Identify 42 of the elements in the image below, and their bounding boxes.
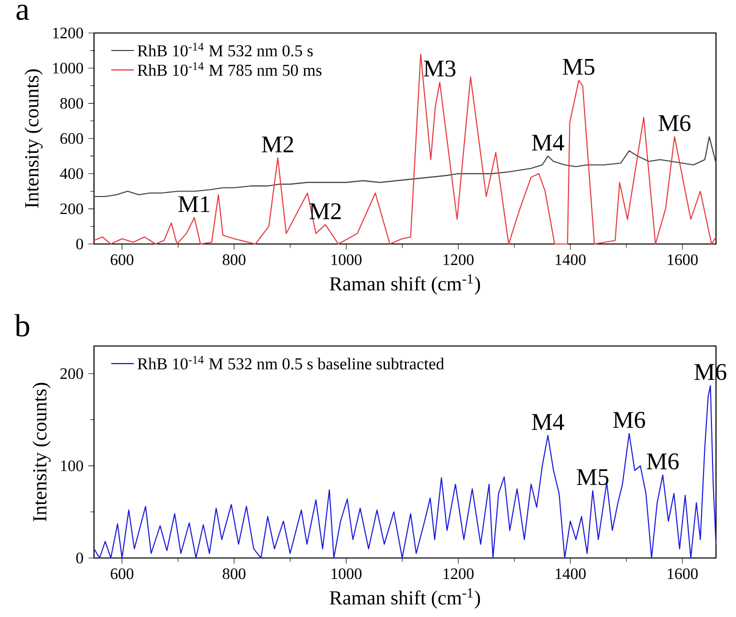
annotation: M4 <box>532 414 564 430</box>
annotation: M6 <box>658 115 690 132</box>
chart-title: b <box>14 314 30 337</box>
y-tick-label: 800 <box>60 98 84 109</box>
annotation: M4 <box>532 134 564 150</box>
y-tick-label: 100 <box>61 460 84 472</box>
x-tick-label: 1400 <box>556 254 586 266</box>
annotation: M3 <box>424 60 456 77</box>
x-tick-label: 800 <box>222 568 246 580</box>
y-tick-label: 200 <box>60 368 84 380</box>
legend-label: RhB 10$^{-14}$ M 532 nm 0.5 s <box>138 42 313 56</box>
line-series <box>93 385 717 559</box>
x-tick-label: 1200 <box>444 568 474 580</box>
y-axis-title: Intensity (counts) <box>32 382 51 522</box>
x-tick-label: 600 <box>110 254 134 266</box>
y-tick-label: 600 <box>60 133 84 144</box>
y-tick-label: 200 <box>60 203 84 214</box>
annotation: M2 <box>262 136 294 152</box>
x-tick-label: 1000 <box>332 254 362 266</box>
x-axis-title: Raman shift (cm$^{-1}$) <box>330 588 480 609</box>
x-tick-label: 1400 <box>556 568 586 580</box>
x-tick-label: 1600 <box>668 254 698 266</box>
x-tick-label: 1600 <box>668 568 698 580</box>
annotation: M5 <box>576 469 608 486</box>
x-axis-title: Raman shift (cm$^{-1}$) <box>330 274 480 295</box>
x-tick-label: 1000 <box>332 568 362 580</box>
annotation: M6 <box>646 453 679 470</box>
annotation: M6 <box>613 412 646 428</box>
chart-title: a <box>16 4 30 20</box>
legend-label: RhB 10$^{-14}$ M 785 nm 50 ms <box>138 62 322 76</box>
annotation: M1 <box>178 196 210 212</box>
y-tick-label: 0 <box>76 238 84 250</box>
annotation: M5 <box>562 58 594 75</box>
y-axis-title: Intensity (counts) <box>24 69 43 208</box>
y-tick-label: 1000 <box>53 62 84 74</box>
y-tick-label: 0 <box>76 552 84 564</box>
y-tick-label: 1200 <box>53 28 84 38</box>
x-tick-label: 800 <box>222 254 246 266</box>
x-tick-label: 1200 <box>444 254 474 266</box>
y-tick-label: 400 <box>60 168 84 180</box>
legend-label: RhB 10$^{-14}$ M 532 nm 0.5 s baseline subtracted <box>138 356 444 370</box>
x-tick-label: 600 <box>110 568 134 580</box>
